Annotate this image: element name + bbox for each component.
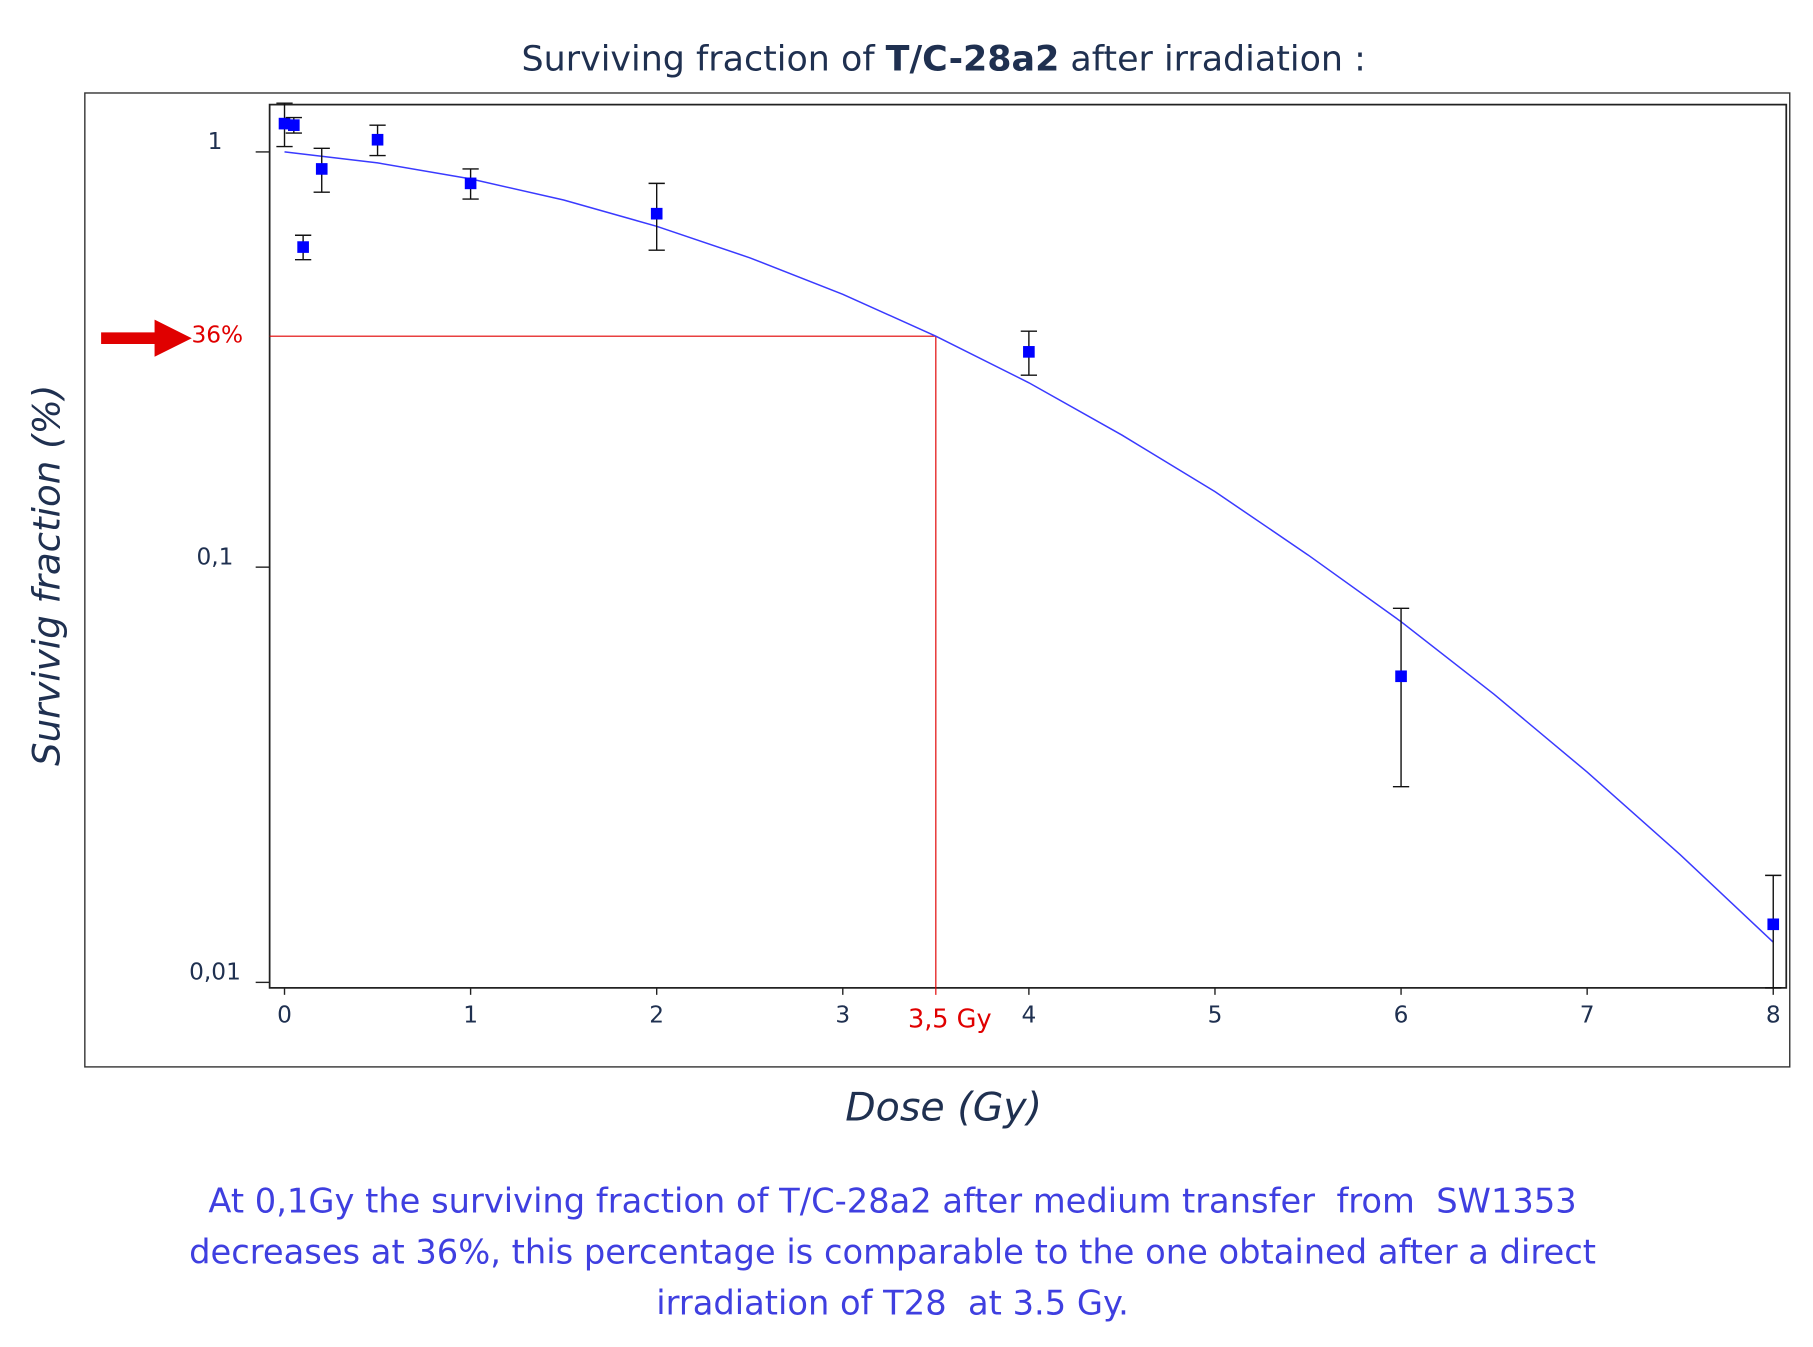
x-tick-label: 8 [1766,1001,1781,1028]
outer-frame [84,92,1791,1068]
error-bar [1392,607,1410,788]
caption-line: decreases at 36%, this percentage is com… [189,1233,1596,1272]
error-bar [1765,874,1782,989]
title-part: T/C-28a2 [886,39,1060,79]
caption-line: At 0,1Gy the surviving fraction of T/C-2… [208,1181,1576,1220]
x-tick-label: 7 [1580,1001,1595,1028]
chart-title: Surviving fraction of T/C-28a2 after irr… [522,39,1366,79]
title-part: Surviving fraction of [522,39,886,79]
caption-line: irradiation of T28 at 3.5 Gy. [656,1284,1129,1323]
x-tick-label: 2 [649,1001,664,1028]
data-point [371,133,384,146]
y-tick-label: 0,1 [197,543,234,570]
data-point [464,177,477,190]
y-tick-label: 0,01 [189,959,241,986]
fit-curve [284,151,1774,943]
arrow [101,319,192,357]
data-point [315,163,328,175]
x-tick-label: 6 [1394,1001,1409,1028]
x-tick-label: 1 [463,1001,478,1028]
data-point [1395,670,1407,683]
data-point [278,117,291,130]
data-point [1023,346,1035,358]
data-point [650,207,663,220]
data-point [297,241,309,253]
data-point [288,119,300,131]
x-tick-label: 0 [277,1001,292,1028]
x-tick-label: 3 [835,1001,850,1028]
y-axis-label: Survivig fraction (%) [24,385,68,766]
plot-frame [268,103,1788,989]
x-tick-label: 5 [1208,1001,1223,1028]
x-tick-label: 4 [1021,1001,1036,1028]
title-part: after irradiation : [1059,39,1366,79]
x-axis-label: Dose (Gy) [845,1084,1042,1130]
data-point [1767,918,1780,931]
reference-x-label: 3,5 Gy [908,1004,992,1034]
caption: At 0,1Gy the surviving fraction of T/C-2… [189,1181,1596,1322]
reference-y-label: 36% [191,322,243,349]
y-tick-label: 1 [208,128,223,155]
